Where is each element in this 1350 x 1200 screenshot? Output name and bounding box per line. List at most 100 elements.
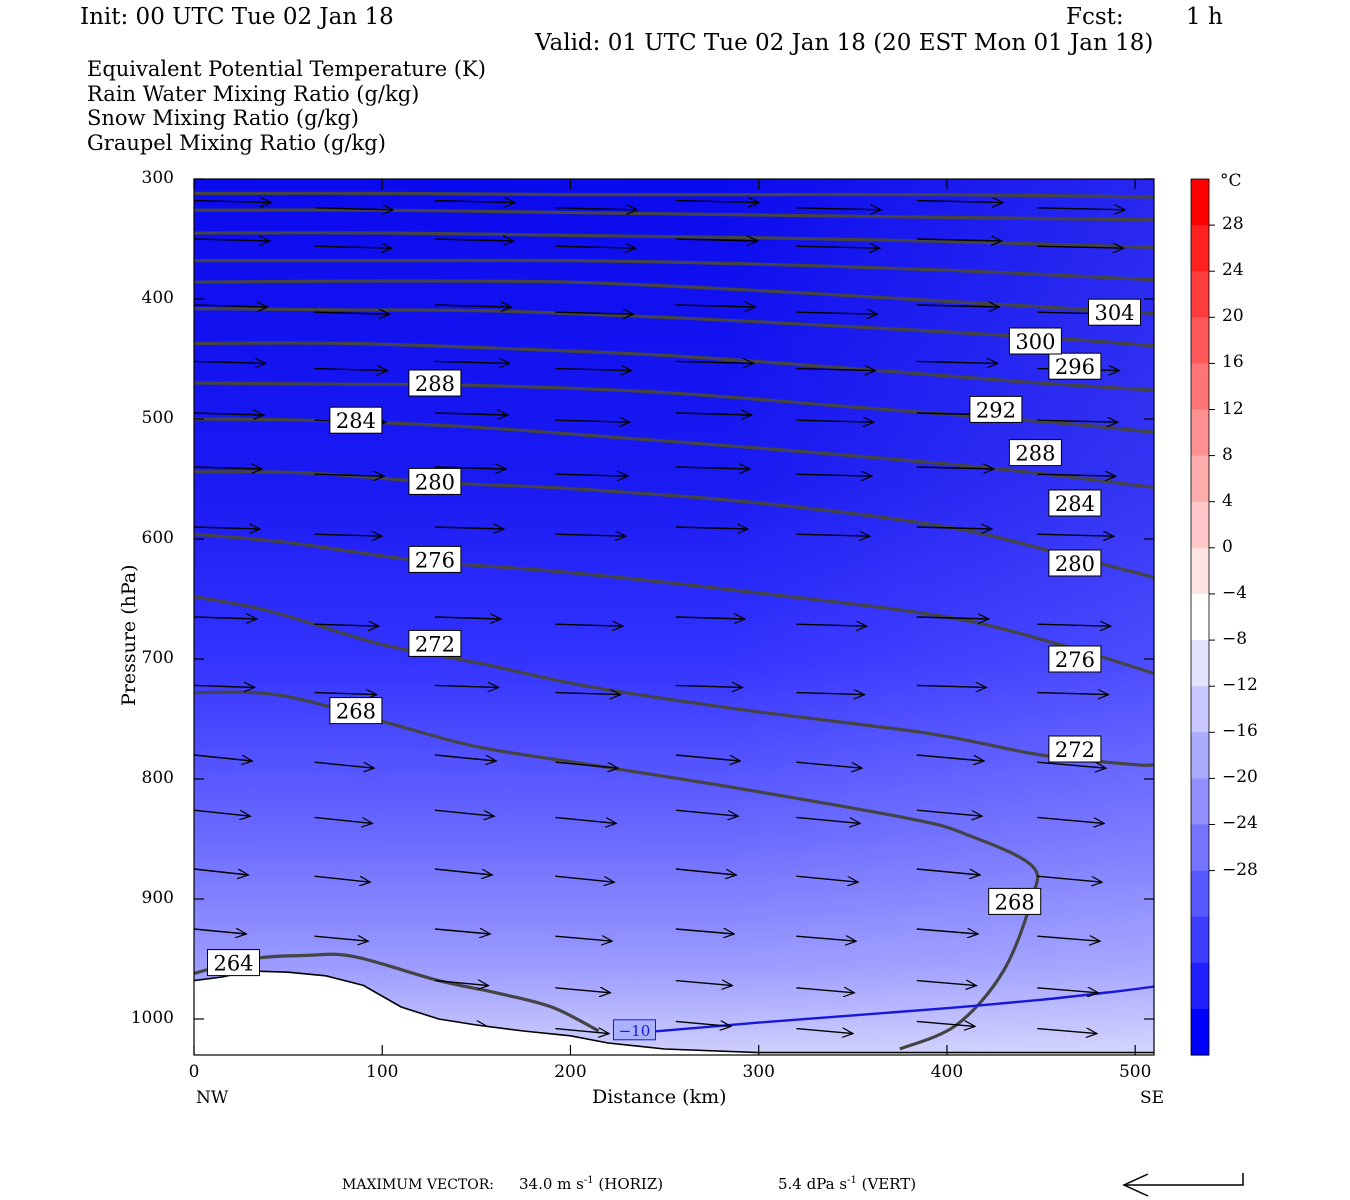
y-tick-label: 800 [141,768,174,788]
wind-vector [916,981,977,986]
wind-vector [796,693,864,695]
wind-vector [555,420,630,422]
theta-e-contour-276 [193,532,1155,675]
colorbar-tick-label: −20 [1222,767,1258,788]
wind-vector [434,305,512,307]
wind-vector [193,361,266,363]
contour-label: 304 [1094,301,1134,325]
colorbar-swatch [1191,732,1209,779]
wind-vector [675,413,752,415]
y-tick-label: 400 [141,288,174,308]
wind-vector [675,685,743,687]
colorbar-tick-label: 8 [1222,444,1233,465]
wind-vector [193,809,250,816]
x-axis-title: Distance (km) [592,1086,727,1108]
wind-vector [434,239,514,241]
contour-label: 264 [213,952,253,976]
colorbar-unit: °C [1220,171,1242,191]
contour-label-box [207,949,260,977]
contour-label: 280 [1055,552,1095,576]
wind-vector [916,305,1000,307]
wind-vector [314,693,377,695]
wind-vector [434,527,504,529]
contour-label-box [1008,327,1062,355]
y-tick-label: 500 [141,408,174,428]
wind-vector [314,936,369,941]
wind-vector [796,988,854,993]
wind-vector [193,305,268,307]
wind-vector [796,246,879,248]
contour-label-box [329,406,383,434]
wind-vector [555,875,614,882]
wind-vector [675,1021,731,1026]
wind-vector [555,369,631,371]
wind-vector [314,246,392,248]
contour-label: 284 [1055,492,1095,516]
x-tick-label: 200 [554,1062,587,1082]
wind-vector [434,467,506,469]
wind-vector [555,761,618,768]
wind-vector [193,754,252,761]
colorbar-swatch [1191,870,1209,918]
wind-vector [675,617,745,619]
wind-vector [675,981,733,986]
wind-vector [916,201,1003,203]
colorbar-tick-label: 24 [1222,260,1244,281]
wind-vector [434,929,490,934]
wind-vector [675,361,754,363]
colorbar-tick-label: −24 [1222,813,1258,834]
wind-vector [675,929,734,934]
wind-vector [314,534,383,536]
wind-vector [796,534,870,536]
colorbar-swatch [1191,640,1209,687]
colorbar-swatch [1191,916,1209,964]
wind-vector [1037,875,1102,882]
wind-vector [434,981,489,986]
colorbar-tick-label: 16 [1222,352,1244,373]
wind-vector [555,816,616,823]
colorbar-tick-label: 28 [1222,214,1244,235]
wind-vector [193,201,271,203]
wind-vector [1037,246,1123,248]
x-end-left-label: NW [196,1088,229,1108]
wind-vector [555,246,636,248]
wind-vector [434,413,508,415]
colorbar-swatch [1191,271,1209,318]
max-vert-vector: 5.4 dPa s-1 (VERT) [778,1175,916,1193]
colorbar-swatch [1191,686,1209,733]
wind-vector [193,239,270,241]
max-vector-label: MAXIMUM VECTOR: [342,1177,494,1193]
max-vert-value: 5.4 dPa s [778,1175,848,1193]
contour-label: 272 [415,632,455,656]
max-horiz-vector: 34.0 m s-1 (HORIZ) [519,1175,663,1193]
theta-e-contour-304 [193,258,1155,282]
theta-e-contour-312 [193,208,1155,222]
wind-vector [193,929,246,934]
contour-label-box [1048,645,1102,673]
colorbar-swatch [1191,824,1209,872]
reference-vector-head [1122,1173,1149,1197]
wind-vector [916,527,992,529]
wind-vector [1037,624,1111,626]
wind-vector [314,624,380,626]
wind-vector [434,754,496,761]
contour-label-box [408,369,462,397]
wind-vector [916,685,987,687]
contour-label-box [408,545,462,573]
wind-vector [675,467,750,469]
wind-vector [796,816,860,823]
y-tick-label: 1000 [130,1008,174,1028]
wind-vector [916,868,980,875]
y-tick-label: 600 [141,528,174,548]
wind-vector [193,617,257,619]
wind-vector [555,312,633,314]
contour-label-box [1008,439,1062,467]
wind-vector [1037,474,1116,476]
legend-snow: Snow Mixing Ratio (g/kg) [87,106,359,130]
wind-vector [555,474,628,476]
colorbar-swatch [1191,778,1209,826]
forecast-label: Fcst: [1066,4,1124,30]
max-horiz-value: 34.0 m s [519,1175,584,1193]
colorbar-tick-label: −8 [1222,629,1248,650]
